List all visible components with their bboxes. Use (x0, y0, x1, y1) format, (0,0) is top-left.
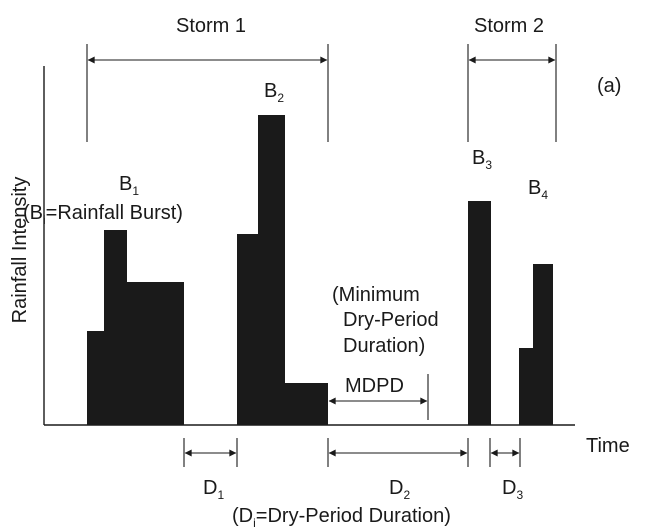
burst-4-bar (519, 348, 534, 425)
mdpd-line-3: Duration) (343, 335, 425, 357)
burst-3-bar (468, 201, 491, 425)
burst-4-bars (519, 264, 553, 425)
dry-period-note: (Di=Dry-Period Duration) (232, 505, 451, 530)
burst-1-bar (104, 230, 127, 425)
burst-3-label: B3 (472, 147, 492, 172)
d2-label: D2 (389, 477, 410, 502)
x-axis-label: Time (586, 435, 630, 457)
burst-1-label: B1 (119, 173, 139, 198)
burst-1-bars (87, 230, 184, 425)
burst-4-bar (533, 264, 553, 425)
panel-tag: (a) (597, 75, 621, 97)
burst-2-bar (258, 115, 285, 425)
storm-2-label: Storm 2 (474, 15, 544, 37)
burst-2-label: B2 (264, 80, 284, 105)
mdpd-line-1: (Minimum (332, 284, 420, 306)
burst-2-bar (284, 383, 328, 425)
burst-1-bar (126, 282, 184, 425)
burst-1-bar (87, 331, 105, 425)
burst-2-bars (237, 115, 328, 425)
mdpd-line-2: Dry-Period (343, 309, 439, 331)
burst-3-bars (468, 201, 491, 425)
y-axis-label: Rainfall Intensity (9, 177, 31, 324)
burst-note: (Bi=Rainfall Burst) (23, 202, 183, 227)
burst-2-bar (237, 234, 259, 425)
storm-1-label: Storm 1 (176, 15, 246, 37)
burst-4-label: B4 (528, 177, 548, 202)
d1-label: D1 (203, 477, 224, 502)
d3-label: D3 (502, 477, 523, 502)
mdpd-label: MDPD (345, 375, 404, 397)
